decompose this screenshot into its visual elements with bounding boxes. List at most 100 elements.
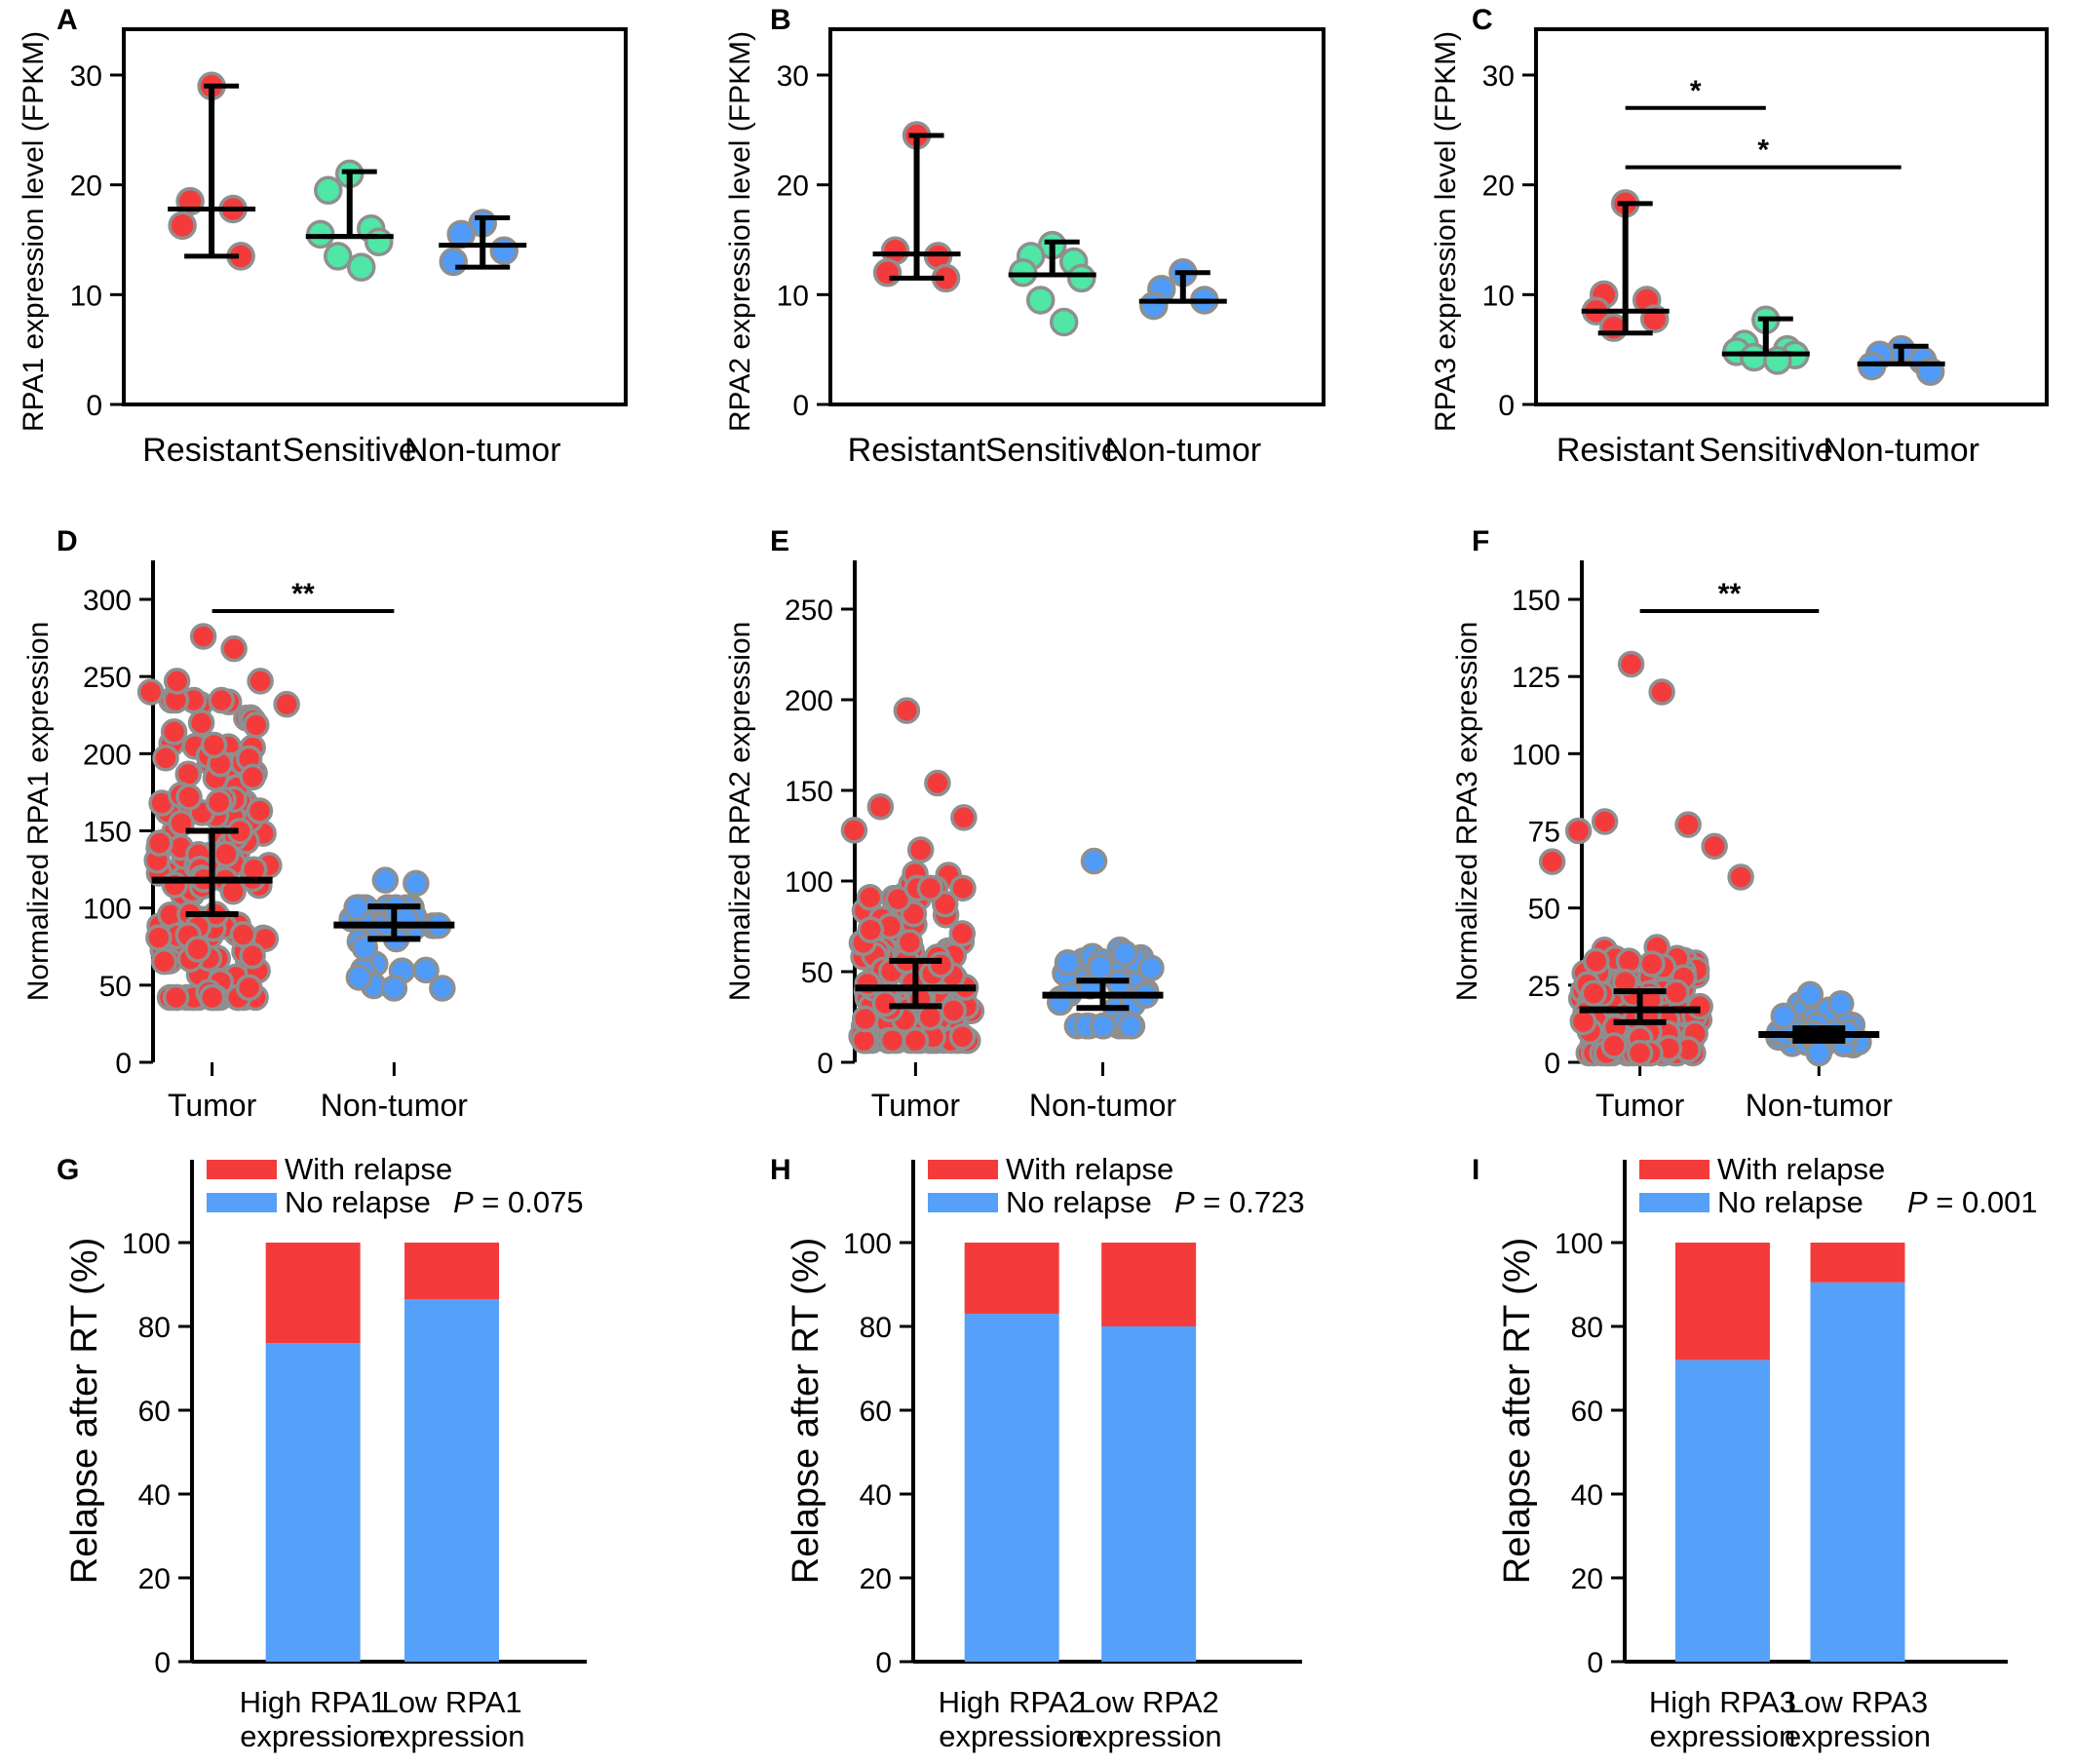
p-symbol: P [453,1185,474,1219]
group-non-tumor [439,209,527,277]
p-symbol: P [1174,1185,1195,1219]
data-point [866,792,895,821]
bar-no-relapse [404,1299,500,1662]
data-point [840,817,868,844]
p-value-label: P = 0.723 [1174,1185,1305,1219]
data-point [1638,950,1666,978]
data-point [150,947,178,976]
data-point [872,258,903,288]
data-point [371,866,400,894]
legend-label: No relapse [1006,1185,1152,1219]
data-point [1080,847,1108,875]
panel-label: H [770,1154,791,1186]
y-tick-label: 250 [83,662,132,694]
y-tick-label: 75 [1528,817,1560,849]
x-tick-label: Tumor [1595,1088,1685,1123]
data-point [916,1003,944,1031]
y-tick-label: 20 [70,171,102,203]
y-tick-label: 80 [860,1312,892,1344]
x-tick-label: Resistant [142,432,281,469]
bar-with-relapse [265,1243,361,1344]
significance-label: ** [291,578,315,610]
data-point [1648,678,1675,706]
x-tick-label: High RPA1 [240,1685,387,1719]
y-axis-label: Relapse after RT (%) [64,1238,105,1585]
legend-label: With relapse [1006,1152,1173,1186]
bar-with-relapse [1674,1243,1770,1361]
data-point [1805,1039,1833,1067]
panel-b: B 0 10 20 30 RPA2 expression level (FPKM) Resi… [724,4,1325,469]
data-point [1583,947,1610,976]
legend-label: No relapse [1717,1185,1863,1219]
data-point [1600,1032,1628,1059]
y-axis-label: RPA2 expression level (FPKM) [724,31,756,432]
data-point [948,920,977,947]
panel-label: G [57,1154,79,1186]
x-tick-label: expression [379,1719,525,1753]
y-tick-label: 40 [138,1479,171,1512]
y-tick-label: 10 [1482,280,1515,312]
data-point [184,936,211,963]
data-point [927,951,955,978]
panel-label: F [1472,525,1489,557]
y-tick-label: 10 [70,280,102,312]
x-tick-label: Resistant [848,432,986,469]
group-tumor [1538,650,1754,1067]
y-tick-label: 0 [1587,1647,1603,1679]
data-point [351,934,379,962]
data-point [1580,979,1608,1008]
y-tick-label: 50 [1528,894,1560,926]
x-tick-label: Non-tumor [321,1088,469,1123]
data-point [314,175,343,206]
data-point [902,1026,930,1055]
legend-swatch [207,1160,277,1179]
y-tick-label: 300 [83,585,132,617]
y-tick-label: 0 [875,1647,892,1679]
x-tick-label: Non-tumor [1104,432,1261,469]
data-point [1591,808,1619,835]
y-tick-label: 150 [1512,585,1560,617]
data-point [200,731,228,759]
data-point [343,894,370,921]
y-tick-label: 100 [1555,1228,1603,1260]
plot-frame [122,27,628,406]
x-tick-label: expression [939,1719,1085,1753]
x-tick-label: Low RPA3 [1787,1685,1928,1719]
y-axis-label: Normalized RPA3 expression [1451,622,1483,1002]
panel-c: C 0 10 20 30 RPA3 expression level (FPKM) Resi… [1430,4,2049,469]
x-tick-label: Non-tumor [404,432,561,469]
x-tick-label: High RPA2 [939,1685,1086,1719]
x-tick-label: Resistant [1556,432,1695,469]
panel-label: B [770,4,791,36]
significance-label: * [1690,75,1702,107]
data-point [916,874,944,902]
x-tick-label: Non-tumor [1746,1088,1894,1123]
y-axis-label: Relapse after RT (%) [786,1238,826,1585]
data-point [1139,290,1169,321]
y-tick-label: 80 [1571,1312,1603,1344]
data-point [212,840,240,868]
bar-no-relapse [964,1314,1059,1662]
y-tick-label: 0 [817,1048,833,1080]
data-point [1674,811,1702,838]
data-point [896,929,924,956]
y-tick-label: 0 [154,1647,171,1679]
data-point [878,1026,906,1055]
panel-label: A [57,4,78,36]
data-point [940,997,968,1024]
data-point [324,242,353,271]
data-point [347,252,376,282]
y-tick-label: 60 [860,1396,892,1428]
panel-label: D [57,525,78,557]
panel-label: C [1472,4,1493,36]
legend-swatch [1639,1160,1709,1179]
y-axis-label: Relapse after RT (%) [1497,1238,1538,1585]
bar-no-relapse [265,1343,361,1662]
group-sensitive [1721,305,1810,375]
p-value: = 0.075 [474,1185,584,1219]
data-point [948,1022,977,1051]
group-non-tumor [333,866,456,1002]
panel-e: E 0 50 100 150 200 250 Normalized RPA2 expressi… [724,525,1176,1123]
data-point [146,829,173,857]
group-resistant [168,71,256,271]
